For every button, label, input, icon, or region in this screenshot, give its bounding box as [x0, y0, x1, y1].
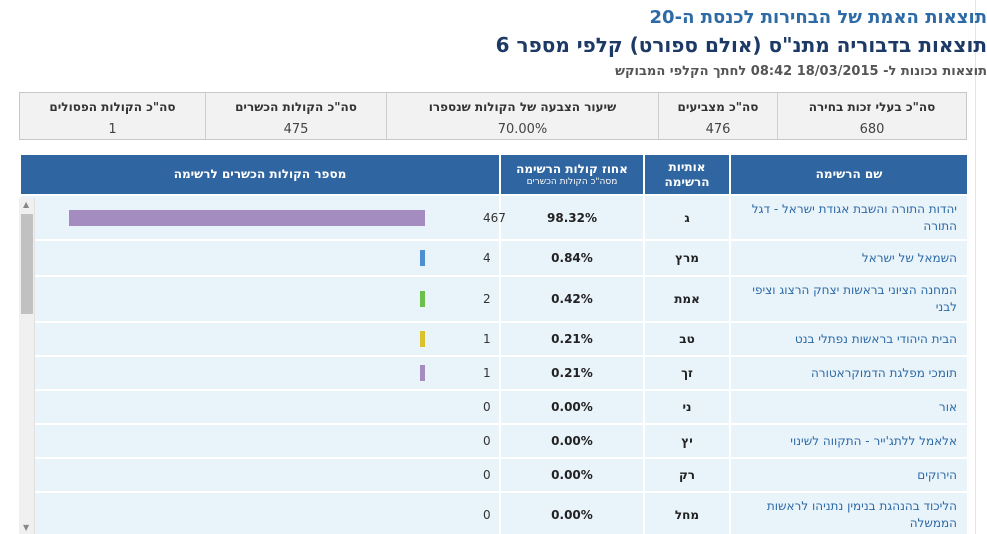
scroll-down-arrow-icon[interactable]: ▼ [23, 523, 30, 532]
votes-cell: 1 [21, 323, 499, 357]
vote-count: 0 [483, 468, 491, 482]
vote-bar [420, 331, 425, 347]
update-timestamp: תוצאות נכונות ל- 18/03/2015 08:42 לחתך ה… [615, 64, 987, 79]
summary-value: 1 [108, 122, 117, 137]
table-row: אור ני 0.00% 0 [19, 391, 967, 425]
summary-value: 475 [283, 122, 309, 137]
list-percent: 98.32% [501, 196, 643, 241]
vote-count: 467 [483, 210, 506, 225]
vote-count: 0 [483, 434, 491, 448]
list-percent: 0.00% [501, 425, 643, 459]
votes-cell: 4 [21, 241, 499, 277]
vote-count: 2 [483, 292, 491, 306]
header-sublabel: מסה"כ הקולות הכשרים [526, 176, 618, 187]
header-label: אותיות [668, 159, 706, 174]
header-list-name: שם הרשימה [731, 155, 967, 194]
summary-bar: סה"כ בעלי זכות בחירה 680 סה"כ מצביעים 47… [19, 92, 967, 140]
header-list-percent: אחוז קולות הרשימה מסה"כ הקולות הכשרים [501, 155, 643, 194]
table-row: אלאמל ללתג'ייר - התקווה לשינוי יץ 0.00% … [19, 425, 967, 459]
summary-label: סה"כ הקולות הכשרים [235, 100, 357, 114]
table-row: השמאל של ישראל מרץ 0.84% 4 [19, 241, 967, 277]
list-letters: אמת [645, 277, 729, 323]
votes-cell: 0 [21, 425, 499, 459]
votes-cell: 0 [21, 391, 499, 425]
summary-value: 476 [705, 122, 731, 137]
list-letters: מרץ [645, 241, 729, 277]
scrollbar-thumb[interactable] [21, 214, 33, 314]
scroll-up-arrow-icon[interactable]: ▲ [23, 200, 30, 209]
summary-label: שיעור הצבעה של הקולות שנספרו [428, 100, 617, 114]
summary-turnout: שיעור הצבעה של הקולות שנספרו 70.00% [386, 93, 658, 139]
summary-value: 680 [859, 122, 885, 137]
table-row: הבית היהודי בראשות נפתלי בנט טב 0.21% 1 [19, 323, 967, 357]
votes-cell: 2 [21, 277, 499, 323]
header-label: אחוז קולות הרשימה [516, 161, 628, 176]
summary-label: סה"כ מצביעים [677, 100, 759, 114]
list-letters: מחל [645, 493, 729, 534]
list-letters: ג [645, 196, 729, 241]
vote-count: 4 [483, 251, 491, 265]
summary-voters: סה"כ מצביעים 476 [658, 93, 777, 139]
vote-count: 1 [483, 332, 491, 346]
header-label: מספר הקולות הכשרים לרשימה [173, 167, 347, 181]
votes-cell: 1 [21, 357, 499, 391]
list-name: הירוקים [731, 459, 967, 493]
vertical-scrollbar[interactable]: ▲ ▼ [19, 198, 35, 534]
list-letters: זך [645, 357, 729, 391]
list-name: יהדות התורה והשבת אגודת ישראל - דגל התור… [731, 196, 967, 241]
summary-label: סה"כ הקולות הפסולים [49, 100, 176, 114]
list-percent: 0.21% [501, 357, 643, 391]
votes-cell: 0 [21, 459, 499, 493]
summary-valid-votes: סה"כ הקולות הכשרים 475 [205, 93, 386, 139]
vote-count: 0 [483, 507, 491, 522]
list-letters: יץ [645, 425, 729, 459]
list-letters: טב [645, 323, 729, 357]
vote-bar [420, 250, 425, 266]
table-row: תומכי מפלגת הדמוקראטורה זך 0.21% 1 [19, 357, 967, 391]
list-letters: ני [645, 391, 729, 425]
page-subtitle: תוצאות בדבוריה מתנ"ס (אולם ספורט) קלפי מ… [495, 33, 987, 57]
list-name: אור [731, 391, 967, 425]
results-table-body[interactable]: יהדות התורה והשבת אגודת ישראל - דגל התור… [19, 196, 967, 534]
list-percent: 0.21% [501, 323, 643, 357]
list-name: הבית היהודי בראשות נפתלי בנט [731, 323, 967, 357]
table-row: המחנה הציוני בראשות יצחק הרצוג וציפי לבנ… [19, 277, 967, 323]
summary-value: 70.00% [497, 122, 548, 137]
header-list-letters: אותיות הרשימה [645, 155, 729, 194]
list-letters: רק [645, 459, 729, 493]
list-name: הליכוד בהנהגת בנימין נתניהו לראשות הממשל… [731, 493, 967, 534]
list-percent: 0.00% [501, 391, 643, 425]
vote-bar [420, 291, 425, 307]
vote-count: 1 [483, 366, 491, 380]
list-percent: 0.00% [501, 493, 643, 534]
results-table-header: שם הרשימה אותיות הרשימה אחוז קולות הרשימ… [19, 155, 967, 194]
vote-count: 0 [483, 400, 491, 414]
list-percent: 0.84% [501, 241, 643, 277]
list-name: אלאמל ללתג'ייר - התקווה לשינוי [731, 425, 967, 459]
list-percent: 0.00% [501, 459, 643, 493]
header-list-votes: מספר הקולות הכשרים לרשימה [21, 155, 499, 194]
page-title: תוצאות האמת של הבחירות לכנסת ה-20 [649, 7, 987, 28]
list-name: השמאל של ישראל [731, 241, 967, 277]
votes-cell: 0 [21, 493, 499, 534]
header-label: שם הרשימה [815, 167, 883, 181]
list-name: תומכי מפלגת הדמוקראטורה [731, 357, 967, 391]
votes-cell: 467 [21, 196, 506, 241]
table-row: הירוקים רק 0.00% 0 [19, 459, 967, 493]
summary-label: סה"כ בעלי זכות בחירה [808, 100, 936, 114]
vote-bar [69, 209, 425, 226]
table-row: הליכוד בהנהגת בנימין נתניהו לראשות הממשל… [19, 493, 967, 534]
table-row: יהדות התורה והשבת אגודת ישראל - דגל התור… [19, 196, 967, 241]
list-name: המחנה הציוני בראשות יצחק הרצוג וציפי לבנ… [731, 277, 967, 323]
header-label: הרשימה [664, 174, 710, 189]
page-divider [975, 0, 976, 534]
summary-invalid-votes: סה"כ הקולות הפסולים 1 [20, 93, 205, 139]
list-percent: 0.42% [501, 277, 643, 323]
vote-bar [420, 365, 425, 381]
summary-eligible: סה"כ בעלי זכות בחירה 680 [777, 93, 966, 139]
